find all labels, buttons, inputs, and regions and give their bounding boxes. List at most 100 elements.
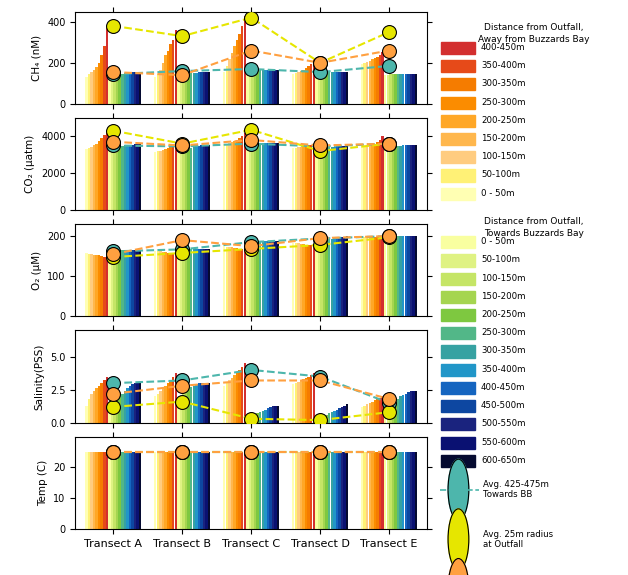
Bar [328, 452, 330, 529]
Bar [254, 415, 256, 423]
Bar [374, 400, 376, 423]
Bar [341, 237, 344, 316]
Bar [441, 97, 475, 109]
Bar [182, 151, 185, 210]
Bar [330, 239, 333, 316]
Bar [407, 74, 409, 104]
Bar [379, 398, 381, 423]
Bar [256, 452, 259, 529]
Bar [193, 72, 195, 104]
Bar [113, 401, 116, 423]
Bar [387, 452, 389, 529]
Bar [320, 452, 323, 529]
Bar [392, 147, 394, 210]
Bar [305, 68, 307, 104]
Bar [366, 62, 369, 104]
Bar [154, 152, 156, 210]
Bar [441, 151, 475, 163]
Bar [244, 16, 246, 104]
Bar [397, 452, 399, 529]
Bar [136, 383, 139, 423]
Bar [195, 72, 198, 104]
Bar [203, 383, 205, 423]
Text: 400-450m: 400-450m [481, 43, 526, 52]
Bar [413, 391, 414, 423]
Bar [170, 147, 172, 210]
Bar [103, 257, 106, 316]
Bar [384, 412, 386, 423]
Bar [182, 75, 185, 104]
Bar [119, 74, 121, 104]
Bar [195, 452, 198, 529]
Bar [208, 248, 210, 316]
Bar [346, 72, 349, 104]
Bar [399, 145, 402, 210]
Bar [264, 409, 266, 423]
Bar [139, 144, 141, 210]
Bar [320, 148, 323, 210]
Bar [441, 42, 475, 54]
Bar [190, 249, 192, 316]
Bar [335, 452, 338, 529]
Bar [249, 245, 251, 316]
Circle shape [448, 558, 468, 575]
Text: Avg. 425-475m
Towards BB: Avg. 425-475m Towards BB [483, 480, 549, 499]
Bar [415, 452, 418, 529]
Bar [272, 452, 274, 529]
Text: Away from Buzzards Bay: Away from Buzzards Bay [478, 34, 590, 44]
Bar [374, 144, 376, 210]
Bar [389, 407, 392, 423]
Bar [441, 170, 475, 182]
Text: 0 - 50m: 0 - 50m [481, 189, 514, 198]
Bar [307, 145, 310, 210]
Bar [162, 150, 164, 210]
Bar [269, 143, 272, 210]
Bar [409, 145, 412, 210]
Text: 50-100m: 50-100m [481, 255, 520, 264]
Bar [389, 74, 392, 104]
Bar [323, 416, 325, 423]
Bar [404, 236, 407, 316]
Bar [93, 452, 95, 529]
Bar [205, 383, 208, 423]
Bar [251, 452, 254, 529]
Bar [88, 399, 90, 423]
Bar [90, 394, 93, 423]
Bar [320, 417, 323, 423]
Bar [338, 408, 340, 423]
Bar [172, 452, 175, 529]
Bar [103, 381, 106, 423]
Text: 200-250m: 200-250m [481, 116, 526, 125]
Bar [190, 387, 192, 423]
Bar [239, 370, 241, 423]
Bar [292, 148, 295, 210]
Bar [249, 71, 251, 104]
Bar [335, 147, 338, 210]
Bar [413, 236, 414, 316]
Bar [267, 452, 269, 529]
Bar [116, 452, 118, 529]
Bar [177, 77, 180, 104]
Bar [387, 236, 389, 316]
Bar [156, 151, 159, 210]
Bar [193, 452, 195, 529]
Bar [269, 452, 272, 529]
Bar [369, 145, 371, 210]
Bar [134, 144, 136, 210]
Bar [318, 243, 320, 316]
Bar [126, 250, 129, 316]
Bar [239, 138, 241, 210]
Bar [236, 248, 238, 316]
Bar [297, 72, 300, 104]
Bar [310, 64, 312, 104]
Bar [295, 383, 297, 423]
Bar [236, 373, 238, 423]
Bar [236, 452, 238, 529]
Circle shape [448, 509, 468, 570]
Bar [156, 452, 159, 529]
Bar [441, 60, 475, 72]
Bar [407, 452, 409, 529]
Bar [297, 243, 300, 316]
Bar [124, 250, 126, 316]
Bar [124, 391, 126, 423]
